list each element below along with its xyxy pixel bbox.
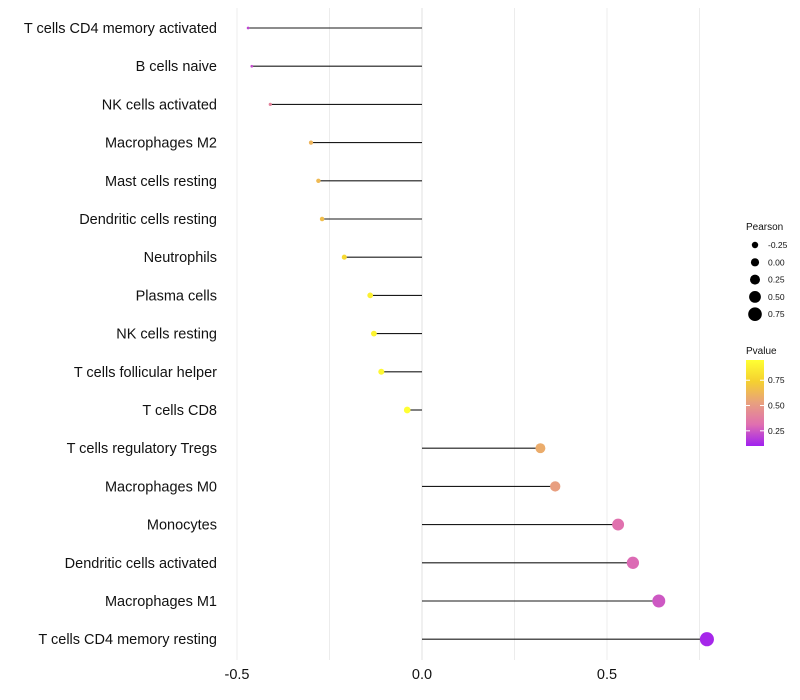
category-label: Neutrophils <box>144 250 217 266</box>
lollipop-dot <box>699 632 714 647</box>
pearson-legend-key <box>748 307 762 322</box>
lollipop-dot <box>626 556 640 569</box>
category-label: Monocytes <box>147 518 217 534</box>
pvalue-tick-label: 0.25 <box>768 426 785 436</box>
lollipop-dot <box>367 292 374 299</box>
pearson-legend-label: 0.00 <box>768 257 785 267</box>
grid-lines <box>236 8 700 660</box>
lollipop-dot <box>652 594 666 608</box>
lollipop-dot <box>316 178 321 184</box>
lollipop-dot <box>246 26 250 30</box>
lollipop-dot <box>550 481 561 492</box>
lollipop-dot <box>378 368 385 375</box>
category-labels: T cells CD4 memory activated B cells naiv… <box>24 21 217 648</box>
pearson-legend-key <box>750 274 760 285</box>
lollipop-stems <box>248 27 707 640</box>
category-label: B cells naive <box>136 59 217 75</box>
lollipop-dot <box>341 254 347 260</box>
x-tick-label: 0.5 <box>597 667 617 683</box>
pvalue-legend-title: Pvalue <box>746 346 777 357</box>
lollipop-dot <box>535 443 546 454</box>
pearson-legend-label: 0.25 <box>768 275 785 285</box>
x-tick-label: 0.0 <box>412 667 432 683</box>
pearson-legend-label: 0.75 <box>768 309 785 319</box>
category-label: T cells CD4 memory resting <box>38 632 217 648</box>
pearson-legend-key <box>751 241 759 249</box>
pvalue-tick-label: 0.50 <box>768 401 785 411</box>
lollipop-dot <box>268 102 272 107</box>
pvalue-colorbar <box>746 360 764 446</box>
category-label: Macrophages M1 <box>105 594 217 610</box>
lollipop-dots <box>246 26 714 647</box>
lollipop-dot <box>403 406 411 414</box>
category-label: T cells CD8 <box>142 403 217 419</box>
category-label: Mast cells resting <box>105 174 217 190</box>
lollipop-dot <box>319 216 325 222</box>
pearson-legend-label: -0.25 <box>768 240 788 250</box>
lollipop-dot <box>612 518 625 531</box>
category-label: T cells follicular helper <box>74 365 217 381</box>
category-label: T cells CD4 memory activated <box>24 21 217 37</box>
pvalue-tick-label: 0.75 <box>768 375 785 385</box>
lollipop-dot <box>308 140 314 145</box>
category-label: Macrophages M2 <box>105 136 217 152</box>
pearson-legend-key <box>749 291 761 303</box>
x-tick-label: -0.5 <box>225 667 250 683</box>
category-label: NK cells activated <box>102 97 217 113</box>
lollipop-dot <box>250 64 254 68</box>
category-label: Dendritic cells activated <box>65 556 217 572</box>
pvalue-color-legend: Pvalue 0.75 0.50 0.25 <box>746 346 785 446</box>
category-label: Plasma cells <box>136 288 217 304</box>
pearson-legend-label: 0.50 <box>768 292 785 302</box>
category-label: Macrophages M0 <box>105 479 217 495</box>
pearson-legend-key <box>750 258 760 267</box>
pearson-legend-title: Pearson <box>746 222 783 233</box>
pearson-size-legend: Pearson -0.25 0.00 0.25 0.50 0.75 <box>746 222 788 322</box>
category-label: Dendritic cells resting <box>79 212 217 228</box>
lollipop-dot <box>370 330 377 337</box>
category-label: T cells regulatory Tregs <box>67 441 217 457</box>
x-axis-ticks: -0.5 0.0 0.5 <box>225 667 618 683</box>
category-label: NK cells resting <box>116 327 217 343</box>
